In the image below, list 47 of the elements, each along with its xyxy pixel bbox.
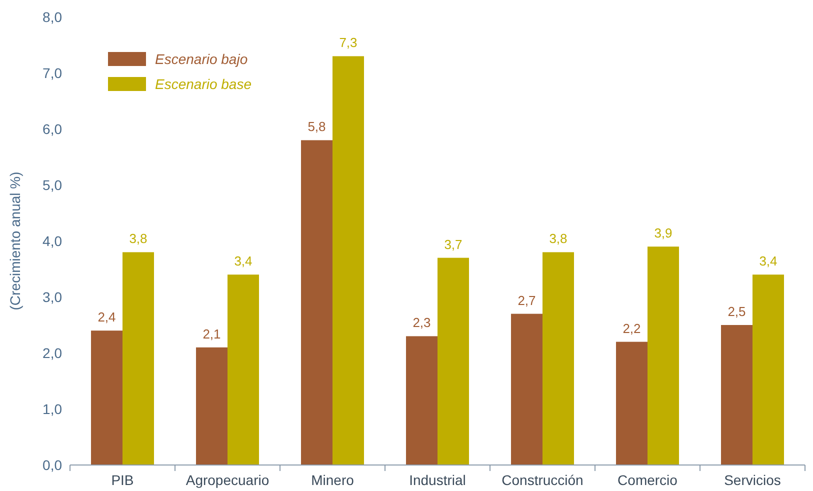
data-label: 2,1 xyxy=(202,326,221,342)
data-label: 3,4 xyxy=(234,254,252,269)
y-tick-label: 0,0 xyxy=(42,456,62,473)
bar xyxy=(122,252,154,465)
y-tick-label: 5,0 xyxy=(42,176,62,193)
bar xyxy=(196,347,228,465)
bar xyxy=(406,336,438,465)
bar xyxy=(542,252,574,465)
bar xyxy=(616,342,648,465)
bar xyxy=(721,325,752,465)
x-tick-label: Minero xyxy=(311,472,354,488)
x-tick-label: Industrial xyxy=(409,472,466,488)
y-tick-label: 4,0 xyxy=(42,232,62,249)
data-label: 3,7 xyxy=(444,236,462,252)
bar xyxy=(438,258,469,465)
bar xyxy=(648,246,679,465)
x-tick-label: Servicios xyxy=(724,472,781,488)
x-tick-label: PIB xyxy=(111,472,134,488)
bar xyxy=(228,274,259,465)
legend-label: Escenario base xyxy=(155,76,252,92)
y-tick-label: 8,0 xyxy=(42,8,62,25)
data-label: 5,8 xyxy=(308,119,326,134)
y-tick-label: 7,0 xyxy=(42,64,62,81)
data-label: 3,8 xyxy=(549,231,568,246)
bar xyxy=(332,56,364,465)
data-label: 2,2 xyxy=(622,320,641,336)
data-label: 2,4 xyxy=(98,310,116,325)
y-tick-label: 3,0 xyxy=(42,288,62,305)
legend-label: Escenario bajo xyxy=(155,50,248,67)
data-label: 2,3 xyxy=(412,315,431,330)
x-tick-label: Comercio xyxy=(618,472,678,488)
data-label: 3,9 xyxy=(654,226,672,241)
data-label: 2,5 xyxy=(728,304,746,319)
bar xyxy=(91,330,122,465)
bar xyxy=(752,274,784,465)
x-tick-label: Construcción xyxy=(502,472,584,488)
y-axis-title: (Crecimiento anual %) xyxy=(7,172,23,310)
x-tick-label: Agropecuario xyxy=(186,472,270,488)
y-tick-label: 6,0 xyxy=(42,120,62,137)
data-label: 3,4 xyxy=(759,254,778,269)
bar xyxy=(301,140,332,465)
y-tick-label: 2,0 xyxy=(42,344,62,361)
data-label: 3,8 xyxy=(129,231,148,246)
bar xyxy=(511,314,542,465)
data-label: 2,7 xyxy=(518,292,536,308)
data-label: 7,3 xyxy=(339,35,358,50)
y-tick-label: 1,0 xyxy=(42,400,62,417)
